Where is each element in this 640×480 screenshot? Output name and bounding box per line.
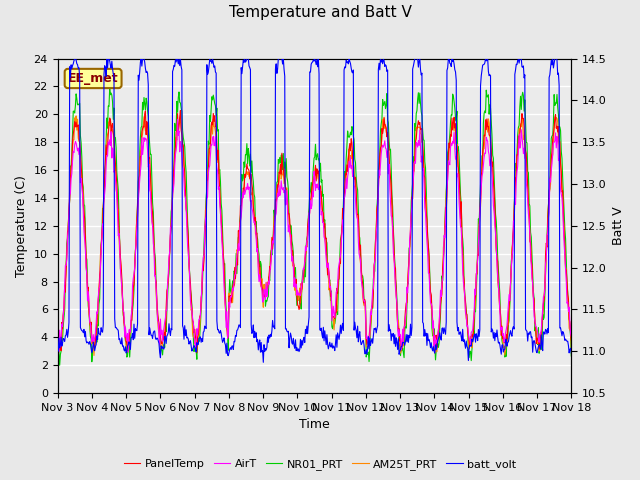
batt_volt	[54, 347, 61, 352]
batt_volt	[169, 69, 177, 74]
AirT	[63, 256, 70, 262]
batt_volt	[196, 335, 204, 341]
Line: AirT: AirT	[58, 119, 572, 352]
Line: batt_volt: batt_volt	[58, 59, 572, 362]
PanelTemp	[168, 206, 176, 212]
AirT	[393, 300, 401, 306]
NR01_PRT	[64, 235, 72, 241]
AirT	[378, 145, 386, 151]
AirT	[196, 312, 204, 318]
AM25T_PRT	[116, 255, 124, 261]
PanelTemp	[54, 327, 61, 333]
PanelTemp	[393, 303, 401, 309]
batt_volt	[393, 339, 401, 345]
AirT	[169, 191, 177, 196]
PanelTemp	[196, 312, 204, 318]
PanelTemp	[116, 239, 124, 244]
Text: EE_met: EE_met	[68, 72, 118, 85]
AM25T_PRT	[378, 143, 385, 148]
NR01_PRT	[378, 116, 386, 122]
Line: AM25T_PRT: AM25T_PRT	[58, 114, 572, 356]
AM25T_PRT	[518, 111, 526, 117]
batt_volt	[71, 56, 79, 61]
AM25T_PRT	[54, 339, 61, 345]
NR01_PRT	[170, 169, 177, 175]
PanelTemp	[378, 126, 386, 132]
batt_volt	[116, 340, 124, 346]
Y-axis label: Temperature (C): Temperature (C)	[15, 175, 28, 277]
AirT	[54, 336, 61, 342]
batt_volt	[378, 58, 386, 63]
NR01_PRT	[568, 353, 575, 359]
AM25T_PRT	[63, 249, 70, 255]
PanelTemp	[193, 350, 201, 356]
NR01_PRT	[393, 295, 401, 301]
PanelTemp	[568, 337, 575, 343]
Text: Temperature and Batt V: Temperature and Batt V	[228, 5, 412, 20]
batt_volt	[568, 350, 575, 356]
NR01_PRT	[106, 85, 113, 91]
Line: NR01_PRT: NR01_PRT	[58, 88, 572, 365]
PanelTemp	[177, 108, 184, 113]
NR01_PRT	[196, 322, 204, 327]
AirT	[116, 245, 124, 251]
AM25T_PRT	[196, 326, 204, 332]
AirT	[124, 349, 132, 355]
batt_volt	[63, 326, 70, 332]
AirT	[568, 334, 575, 339]
PanelTemp	[63, 252, 70, 258]
NR01_PRT	[117, 268, 125, 274]
AM25T_PRT	[169, 186, 177, 192]
NR01_PRT	[56, 362, 63, 368]
X-axis label: Time: Time	[299, 419, 330, 432]
NR01_PRT	[54, 330, 61, 336]
AM25T_PRT	[568, 345, 575, 350]
Legend: PanelTemp, AirT, NR01_PRT, AM25T_PRT, batt_volt: PanelTemp, AirT, NR01_PRT, AM25T_PRT, ba…	[119, 455, 521, 474]
Line: PanelTemp: PanelTemp	[58, 110, 572, 353]
AM25T_PRT	[90, 353, 98, 359]
batt_volt	[259, 360, 267, 365]
Y-axis label: Batt V: Batt V	[612, 206, 625, 245]
AirT	[173, 116, 181, 122]
AM25T_PRT	[392, 289, 400, 295]
